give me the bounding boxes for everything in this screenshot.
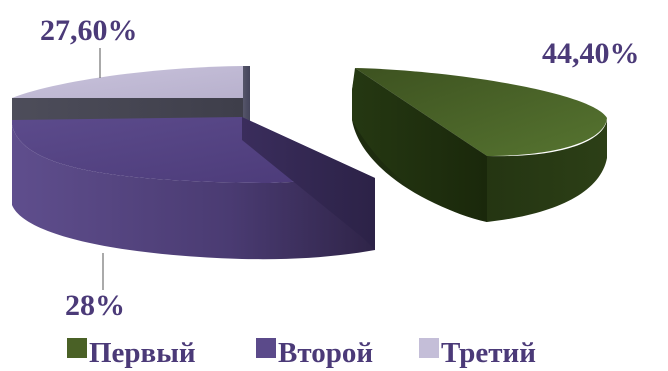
slice-cut (242, 117, 375, 250)
slice-cut (243, 66, 250, 122)
slice-top (355, 68, 607, 156)
legend-label-vtoroy: Второй (278, 337, 373, 369)
pie-slice-tretiy (12, 66, 250, 122)
data-label-perviy: 44,40% (542, 37, 640, 70)
pie-slice-vtoroy (12, 117, 375, 260)
pie-slice-perviy (352, 68, 607, 222)
legend-swatch-tretiy (419, 338, 439, 358)
legend-swatch-perviy (67, 338, 87, 358)
legend-label-tretiy: Третий (441, 337, 536, 369)
legend: Первый Второй Третий (67, 337, 536, 369)
data-label-tretiy: 27,60% (40, 14, 138, 47)
legend-swatch-vtoroy (256, 338, 276, 358)
slice-top (12, 66, 243, 98)
data-label-vtoroy: 28% (65, 289, 125, 322)
legend-label-perviy: Первый (89, 337, 196, 369)
slice-cut (352, 68, 487, 222)
slice-side (12, 125, 375, 260)
